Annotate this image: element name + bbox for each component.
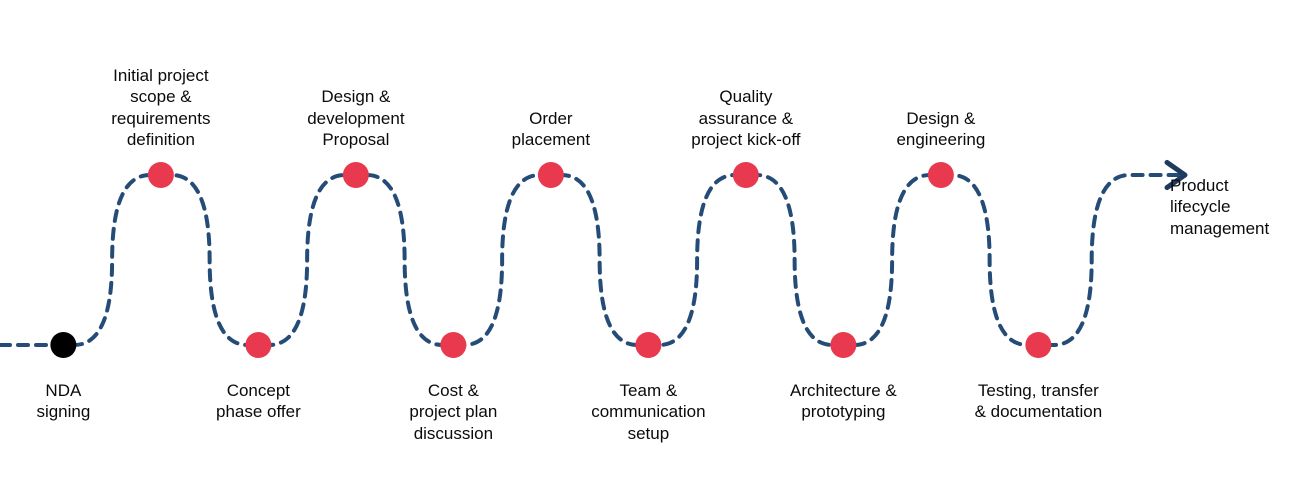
process-flow-diagram: NDA signing Initial project scope & requi… [0,0,1300,500]
milestone-label: Design & development Proposal [271,86,441,150]
wave-path [0,175,1185,345]
milestone-node [343,162,369,188]
milestone-label: Design & engineering [856,108,1026,151]
milestone-node [50,332,76,358]
milestone-node [928,162,954,188]
end-label: Product lifecycle management [1170,175,1300,239]
milestone-node [1025,332,1051,358]
milestone-label: Initial project scope & requirements def… [76,65,246,150]
milestone-node [538,162,564,188]
milestone-node [440,332,466,358]
milestone-node [148,162,174,188]
milestone-label: Testing, transfer & documentation [953,380,1123,423]
milestone-node [733,162,759,188]
milestone-label: Cost & project plan discussion [368,380,538,444]
milestone-label: Architecture & prototyping [758,380,928,423]
milestone-node [245,332,271,358]
milestone-label: Concept phase offer [173,380,343,423]
milestone-label: NDA signing [0,380,148,423]
milestone-label: Team & communication setup [563,380,733,444]
milestone-label: Order placement [466,108,636,151]
milestone-node [635,332,661,358]
milestone-label: Quality assurance & project kick-off [661,86,831,150]
milestone-node [830,332,856,358]
